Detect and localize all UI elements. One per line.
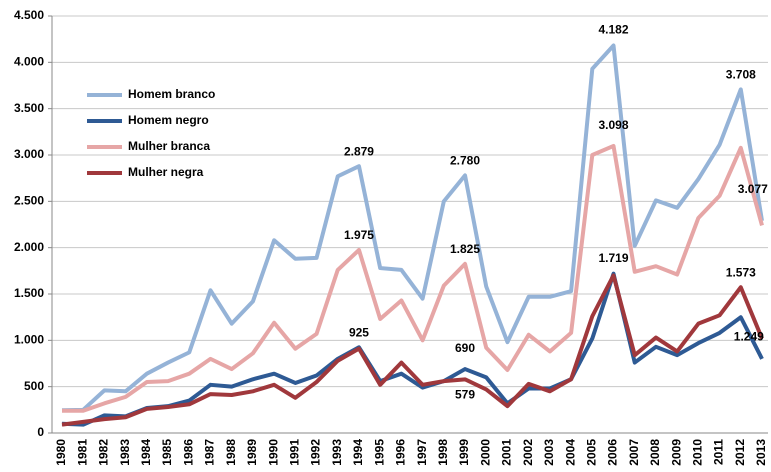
legend-label: Homem negro (128, 113, 209, 127)
x-tick-label: 2010 (691, 439, 705, 466)
data-label: 1.975 (344, 228, 374, 242)
y-tick-label: 3.500 (14, 101, 44, 115)
y-tick-label: 4.000 (14, 55, 44, 69)
y-tick-label: 3.000 (14, 147, 44, 161)
y-tick-label: 4.500 (14, 8, 44, 22)
x-tick-label: 2005 (584, 439, 598, 466)
x-tick-label: 1998 (436, 439, 450, 466)
x-tick-label: 2011 (712, 439, 726, 465)
data-label: 2.879 (344, 144, 374, 158)
x-tick-label: 2007 (627, 439, 641, 466)
data-label: 1.719 (598, 251, 628, 265)
y-tick-label: 500 (24, 379, 44, 393)
x-tick-label: 2001 (500, 439, 514, 466)
x-tick-label: 2002 (521, 439, 535, 466)
data-label: 3.708 (726, 68, 756, 82)
data-label: 690 (455, 341, 475, 355)
x-tick-label: 1983 (118, 439, 132, 466)
y-tick-label: 2.500 (14, 194, 44, 208)
x-tick-label: 1989 (245, 439, 259, 466)
x-tick-label: 2012 (733, 439, 747, 466)
x-tick-label: 1995 (372, 439, 386, 466)
x-tick-label: 1985 (160, 439, 174, 466)
x-tick-label: 2003 (542, 439, 556, 466)
x-tick-label: 1997 (415, 439, 429, 466)
x-tick-label: 1996 (394, 439, 408, 466)
series-line (61, 273, 764, 427)
legend-label: Mulher branca (128, 139, 210, 153)
x-tick-label: 2009 (669, 439, 683, 466)
data-label: 579 (455, 388, 475, 402)
data-label: 3.098 (598, 118, 628, 132)
x-tick-label: 1980 (54, 439, 68, 466)
data-label: 3.077 (738, 182, 768, 196)
x-tick-label: 1984 (139, 439, 153, 466)
x-tick-label: 2000 (478, 439, 492, 466)
series-line (61, 271, 764, 427)
x-tick-label: 2004 (563, 439, 577, 466)
x-tick-label: 2006 (606, 439, 620, 466)
x-tick-label: 1981 (75, 439, 89, 466)
x-tick-label: 1987 (203, 439, 217, 466)
x-tick-label: 1994 (351, 439, 365, 466)
legend-label: Homem branco (128, 87, 215, 101)
data-label: 1.249 (734, 329, 764, 343)
series-line (61, 43, 764, 413)
x-tick-label: 1990 (266, 439, 280, 466)
x-tick-label: 1982 (97, 439, 111, 466)
y-tick-label: 1.500 (14, 286, 44, 300)
x-tick-label: 1993 (330, 439, 344, 466)
x-tick-label: 2008 (648, 439, 662, 466)
x-tick-label: 1999 (457, 439, 471, 466)
y-tick-label: 1.000 (14, 333, 44, 347)
x-tick-label: 1988 (224, 439, 238, 466)
data-label: 925 (349, 325, 369, 339)
x-tick-label: 2013 (754, 439, 768, 466)
data-label: 4.182 (598, 23, 628, 37)
data-label: 2.780 (450, 154, 480, 168)
series-line (62, 143, 764, 413)
x-tick-label: 1992 (309, 439, 323, 466)
x-tick-label: 1991 (288, 439, 302, 466)
legend-label: Mulher negra (128, 165, 204, 179)
y-tick-label: 2.000 (14, 240, 44, 254)
x-tick-label: 1986 (181, 439, 195, 466)
data-label: 1.573 (726, 265, 756, 279)
y-tick-label: 0 (37, 425, 44, 439)
data-label: 1.825 (450, 242, 480, 256)
